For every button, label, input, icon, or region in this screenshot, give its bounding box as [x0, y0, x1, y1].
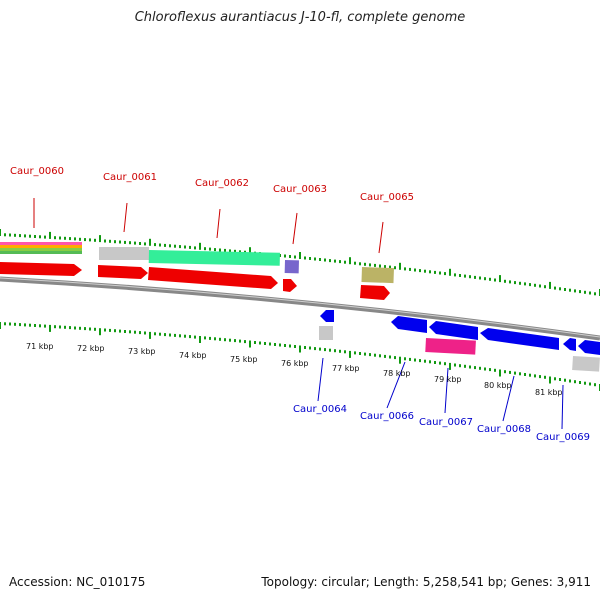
- leader-0065: [378, 221, 384, 254]
- feature-green-0062: [148, 249, 280, 266]
- feature-gray-0064: [319, 326, 333, 340]
- leader-0069: [561, 384, 564, 430]
- feature-multicolor-0060-b: [0, 245, 82, 248]
- cds-arrow-0061: [98, 265, 148, 279]
- leader-0062: [216, 208, 221, 239]
- cds-arrow-0062: [148, 267, 278, 289]
- scale-label-73: 73 kbp: [128, 347, 156, 356]
- cds-arrow-0066: [391, 316, 427, 333]
- leader-0066: [386, 361, 406, 409]
- leader-0067: [444, 367, 449, 414]
- feature-magenta-0067: [425, 338, 476, 355]
- cds-arrow-0064: [320, 310, 334, 322]
- map-title: Chloroflexus aurantiacus J-10-fl, comple…: [134, 10, 466, 25]
- feature-purple-0063: [284, 260, 299, 274]
- gene-label-0063: Caur_0063: [273, 184, 327, 195]
- gene-label-0061: Caur_0061: [103, 172, 157, 183]
- gene-label-0069: Caur_0069: [536, 432, 590, 443]
- feature-multicolor-0060-d: [0, 251, 82, 254]
- forward-features: [0, 242, 394, 300]
- cds-arrow-0069a: [563, 338, 576, 351]
- feature-gray-0061: [99, 247, 149, 260]
- cds-arrow-0068: [480, 328, 559, 350]
- scale-label-71: 71 kbp: [26, 342, 54, 351]
- scale-label-81: 81 kbp: [535, 388, 563, 397]
- gene-label-0062: Caur_0062: [195, 178, 249, 189]
- leader-0061: [123, 202, 128, 233]
- accession-text: Accession: NC_010175: [9, 575, 146, 589]
- feature-gray-0069: [572, 356, 600, 372]
- cds-arrow-0067: [429, 321, 478, 340]
- gene-label-0068: Caur_0068: [477, 424, 531, 435]
- cds-arrow-0069b: [578, 340, 600, 355]
- outer-tick-track: [0, 229, 600, 296]
- scale-label-74: 74 kbp: [179, 351, 207, 360]
- genome-backbone-highlight: [0, 277, 600, 338]
- cds-arrow-0060: [0, 262, 82, 276]
- feature-olive-0065: [361, 267, 394, 284]
- genome-backbone: [0, 276, 600, 341]
- cds-arrow-0065: [360, 285, 390, 300]
- scale-label-75: 75 kbp: [230, 355, 258, 364]
- scale-label-77: 77 kbp: [332, 364, 360, 373]
- scale-label-76: 76 kbp: [281, 359, 309, 368]
- gene-label-0067: Caur_0067: [419, 417, 473, 428]
- inner-tick-track: [0, 322, 600, 391]
- gene-label-0064: Caur_0064: [293, 404, 347, 415]
- gene-label-0065: Caur_0065: [360, 192, 414, 203]
- scale-label-79: 79 kbp: [434, 375, 462, 384]
- leader-0068: [502, 375, 515, 422]
- feature-multicolor-0060: [0, 242, 82, 245]
- scale-label-72: 72 kbp: [77, 344, 105, 353]
- cds-arrow-0063: [283, 279, 297, 292]
- leader-0064: [317, 357, 324, 402]
- reverse-features: [319, 310, 600, 372]
- gene-label-0060: Caur_0060: [10, 166, 64, 177]
- leader-0063: [292, 212, 298, 245]
- feature-multicolor-0060-c: [0, 248, 82, 251]
- gene-label-0066: Caur_0066: [360, 411, 414, 422]
- scale-label-78: 78 kbp: [383, 369, 411, 378]
- scale-label-80: 80 kbp: [484, 381, 512, 390]
- genome-info-text: Topology: circular; Length: 5,258,541 bp…: [261, 575, 591, 589]
- label-leader-lines: [33, 198, 564, 430]
